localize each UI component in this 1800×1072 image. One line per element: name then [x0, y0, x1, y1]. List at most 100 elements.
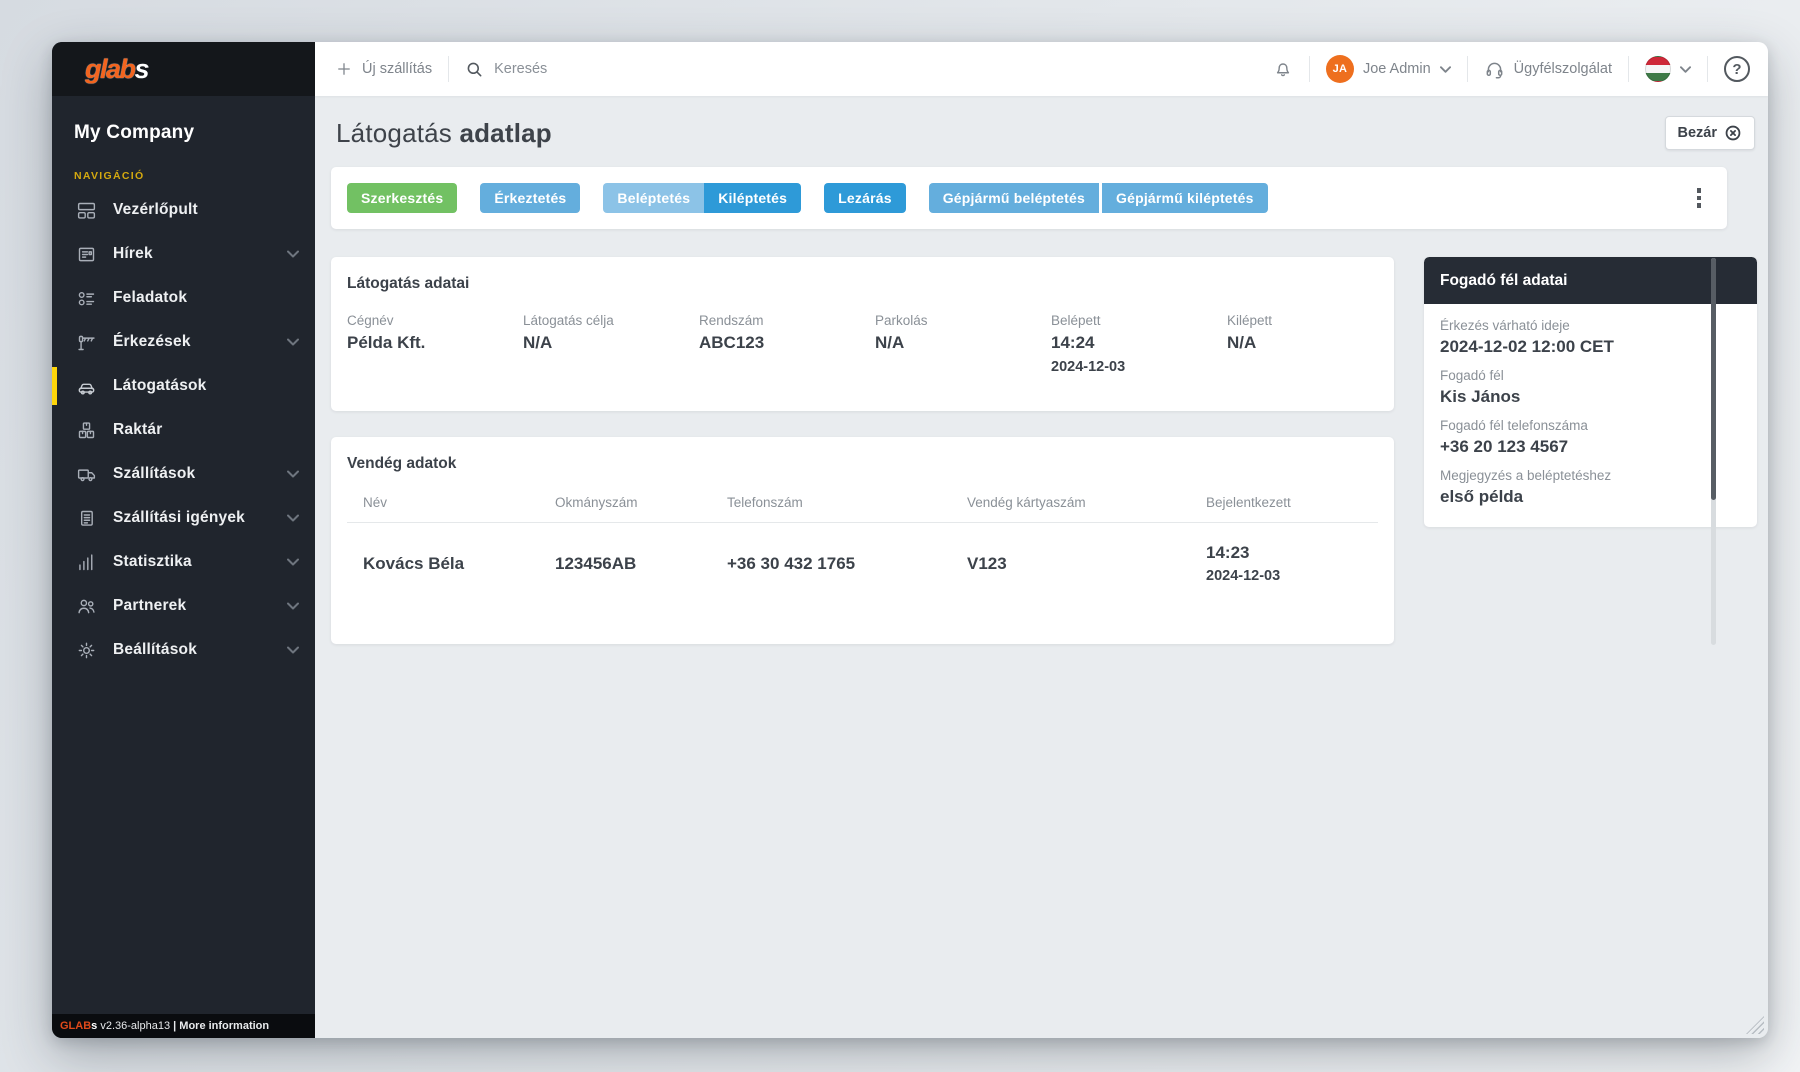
column-header: Okmányszám: [555, 495, 638, 510]
sidebar-item-statisztika[interactable]: Statisztika: [52, 540, 315, 584]
table-row[interactable]: Kovács Béla 123456AB +36 30 432 1765 V12…: [363, 523, 1378, 604]
field-value: N/A: [1227, 333, 1257, 352]
sidebar-item-hirek[interactable]: Hírek: [52, 232, 315, 276]
sidebar-item-label: Statisztika: [113, 553, 192, 570]
sidebar-item-beallitasok[interactable]: Beállítások: [52, 628, 315, 672]
headset-icon: [1486, 62, 1503, 78]
sidebar-item-szallitasok[interactable]: Szállítások: [52, 452, 315, 496]
new-shipment-button[interactable]: Új szállítás: [335, 60, 432, 78]
host-field-value: +36 20 123 4567: [1440, 437, 1569, 456]
field-latogatas-celja: Látogatás célja N/A: [523, 313, 699, 375]
glabs-logo[interactable]: glabs: [85, 53, 150, 85]
new-shipment-label: Új szállítás: [362, 61, 433, 77]
notifications-button[interactable]: [1273, 59, 1293, 79]
edit-button[interactable]: Szerkesztés: [347, 183, 458, 213]
logo-bar: glabs: [52, 42, 315, 96]
support-button[interactable]: Ügyfélszolgálat: [1484, 59, 1612, 80]
chevron-down-icon: [287, 470, 299, 478]
gear-icon: [74, 638, 98, 662]
vehicle-entry-button[interactable]: Gépjármű beléptetés: [928, 183, 1099, 213]
close-visit-button[interactable]: Lezárás: [824, 183, 906, 213]
close-circle-icon: [1725, 125, 1741, 141]
check-out-button[interactable]: Kiléptetés: [704, 183, 802, 213]
close-button[interactable]: Bezár: [1664, 116, 1755, 150]
more-information-link[interactable]: More information: [179, 1020, 270, 1032]
divider: [347, 522, 1378, 523]
page-title-light: Látogatás: [336, 117, 460, 148]
footer-version: v2.36-alpha13: [97, 1020, 174, 1032]
field-label: Cégnév: [347, 313, 394, 328]
plus-icon: [338, 63, 350, 75]
guest-data-card: Vendég adatok Név Okmányszám Telefonszám…: [331, 437, 1394, 644]
gate-icon: [74, 330, 98, 354]
field-value: N/A: [875, 333, 905, 352]
vehicle-group: Gépjármű beléptetés Gépjármű kiléptetés: [928, 183, 1268, 213]
column-header: Vendég kártyaszám: [967, 495, 1086, 510]
field-value: N/A: [523, 333, 553, 352]
sidebar-item-partnerek[interactable]: Partnerek: [52, 584, 315, 628]
chevron-down-icon: [287, 558, 299, 566]
tasks-icon: [74, 286, 98, 310]
action-toolbar: Szerkesztés Érkeztetés Beléptetés Kilépt…: [331, 167, 1727, 229]
host-field-label: Érkezés várható ideje: [1440, 318, 1570, 333]
column-header: Telefonszám: [727, 495, 803, 510]
divider: [1308, 56, 1310, 82]
field-parkolas: Parkolás N/A: [875, 313, 1051, 375]
support-label: Ügyfélszolgálat: [1513, 61, 1612, 77]
nav-list: Vezérlőpult Hírek Feladatok Érkezések Lá…: [52, 188, 315, 1014]
sidebar-item-label: Érkezések: [113, 333, 191, 350]
checkin-time: 14:23: [1206, 543, 1250, 562]
truck-icon: [74, 462, 98, 486]
vehicle-exit-button[interactable]: Gépjármű kiléptetés: [1102, 183, 1268, 213]
sidebar-item-feladatok[interactable]: Feladatok: [52, 276, 315, 320]
scrollbar-thumb[interactable]: [1711, 258, 1716, 500]
sidebar-item-label: Szállítások: [113, 465, 196, 482]
page-title: Látogatás adatlap: [336, 118, 552, 149]
host-card-header: Fogadó fél adatai: [1424, 257, 1757, 304]
main-area: Új szállítás JA Joe Admin: [315, 42, 1768, 1038]
content: Látogatás adatai Cégnév Példa Kft. Látog…: [331, 257, 1757, 644]
resize-handle[interactable]: [1746, 1016, 1764, 1034]
sidebar-item-erkezesek[interactable]: Érkezések: [52, 320, 315, 364]
logo-text-glab: glab: [85, 53, 136, 84]
boxes-icon: [74, 418, 98, 442]
host-field-value: első példa: [1440, 487, 1524, 506]
hungarian-flag-icon: [1645, 56, 1671, 82]
chevron-down-icon: [1439, 65, 1451, 73]
sidebar-item-label: Hírek: [113, 245, 153, 262]
user-menu[interactable]: JA Joe Admin: [1325, 55, 1451, 83]
search-input[interactable]: [494, 61, 645, 77]
visit-card-title: Látogatás adatai: [347, 275, 470, 292]
arrival-button[interactable]: Érkeztetés: [480, 183, 581, 213]
scrollbar-track: [1711, 258, 1716, 645]
field-label: Rendszám: [699, 313, 764, 328]
chevron-down-icon: [287, 514, 299, 522]
host-field-label: Fogadó fél: [1440, 368, 1504, 383]
logo-text-s: s: [134, 53, 150, 84]
sidebar-item-raktar[interactable]: Raktár: [52, 408, 315, 452]
sidebar-item-label: Partnerek: [113, 597, 187, 614]
sidebar-item-label: Szállítási igények: [113, 509, 245, 526]
guest-card-title: Vendég adatok: [347, 455, 457, 472]
guest-table: Név Okmányszám Telefonszám Vendég kártya…: [347, 473, 1378, 604]
footer-brand: GLAB: [60, 1020, 92, 1032]
chevron-down-icon: [287, 646, 299, 654]
sidebar-item-latogatasok[interactable]: Látogatások: [52, 364, 315, 408]
help-button[interactable]: ?: [1724, 56, 1750, 82]
guest-table-header: Név Okmányszám Telefonszám Vendég kártya…: [363, 473, 1378, 522]
check-in-button[interactable]: Beléptetés: [603, 183, 705, 213]
sidebar-item-szallitasi-igenyek[interactable]: Szállítási igények: [52, 496, 315, 540]
column-header: Bejelentkezett: [1206, 495, 1291, 510]
visit-data-card: Látogatás adatai Cégnév Példa Kft. Látog…: [331, 257, 1394, 411]
host-field-label: Fogadó fél telefonszáma: [1440, 418, 1588, 433]
entry-exit-group: Beléptetés Kiléptetés: [603, 183, 802, 213]
nav-section-label: NAVIGÁCIÓ: [74, 170, 145, 182]
language-menu[interactable]: [1645, 56, 1691, 82]
sidebar-item-vezerlopult[interactable]: Vezérlőpult: [52, 188, 315, 232]
divider: [448, 56, 450, 82]
more-options-button[interactable]: [1691, 182, 1708, 214]
document-icon: [74, 506, 98, 530]
sidebar-item-label: Vezérlőpult: [113, 201, 198, 218]
field-belepett: Belépett 14:24 2024-12-03: [1051, 313, 1227, 375]
company-name: My Company: [74, 122, 195, 143]
